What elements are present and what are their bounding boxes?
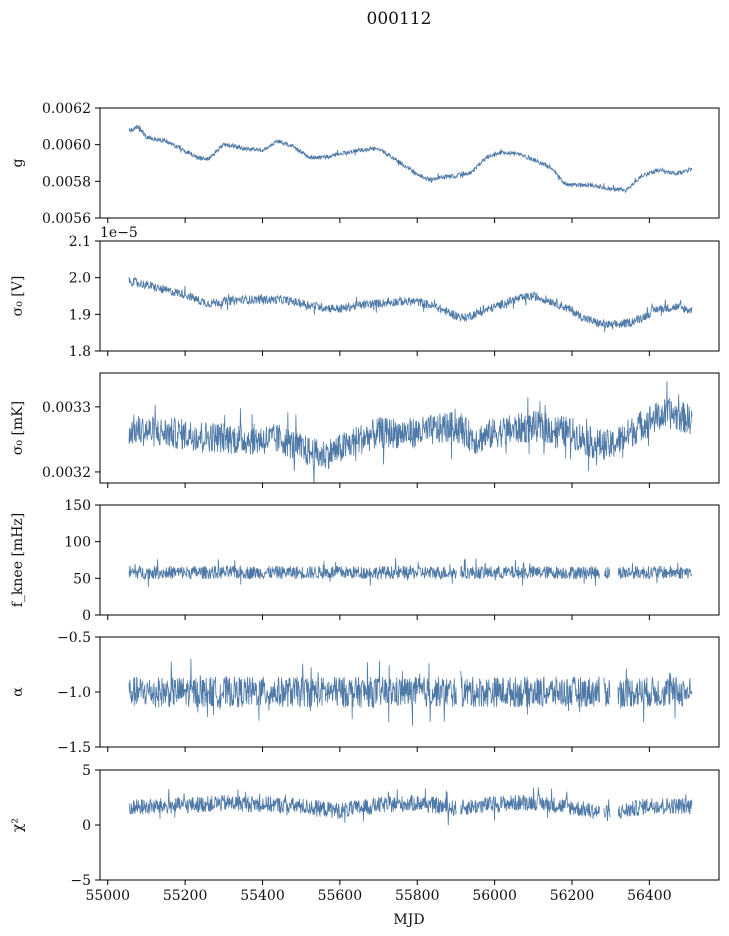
series-line-3	[128, 381, 693, 483]
subplot-6: 55000 55200 55400 55600 55800 56000 56200 56400…	[10, 763, 720, 904]
y-tick-label: 5	[82, 763, 91, 779]
y-tick-label: 0	[82, 608, 91, 624]
y-axis-label: σ₀ [mK]	[10, 401, 26, 455]
y-tick-label: 0.0032	[42, 465, 91, 481]
axes-frame	[99, 240, 720, 352]
y-tick-label: 1.9	[69, 307, 91, 323]
y-tick-label: 0.0060	[42, 138, 91, 154]
y-tick-label: 0	[82, 818, 91, 834]
x-tick-label: 55600	[318, 888, 363, 904]
x-axis-label: MJD	[393, 912, 424, 928]
y-tick-label: 150	[64, 498, 91, 514]
series-line-2	[128, 276, 693, 332]
y-tick-label: 0.0033	[42, 400, 91, 416]
x-tick-label: 55000	[85, 888, 130, 904]
axes-frame	[99, 372, 720, 484]
y-axis-label: χ²	[10, 818, 26, 832]
figure-title: 000112	[367, 9, 432, 29]
axes-frame	[99, 107, 720, 219]
y-tick-label: 100	[64, 535, 91, 551]
y-tick-label: 0.0062	[42, 101, 91, 117]
subplot-3: 0.0032 0.0033 σ₀ [mK]	[10, 372, 720, 488]
y-axis-label: σ₀ [V]	[10, 276, 26, 317]
y-tick-label: 50	[73, 571, 91, 587]
x-tick-label: 55400	[240, 888, 285, 904]
y-axis-label: f_knee [mHz]	[10, 513, 26, 608]
y-tick-label: −0.5	[57, 630, 91, 646]
y-tick-label: −1.5	[57, 740, 91, 756]
y-tick-label: 2.1	[69, 234, 91, 250]
x-tick-label: 55800	[395, 888, 440, 904]
y-tick-label: 0.0056	[42, 211, 91, 227]
y-tick-label: 0.0058	[42, 174, 91, 190]
subplot-4: 0 50 100 150 f_knee [mHz]	[10, 498, 720, 624]
y-axis-label: g	[10, 158, 26, 167]
axes-frame	[99, 504, 720, 616]
subplot-1: 0.0056 0.0058 0.0060 0.0062 g	[10, 101, 720, 227]
x-tick-label: 56000	[472, 888, 517, 904]
y-tick-label: 2.0	[69, 271, 91, 287]
series-line-6	[128, 787, 693, 826]
axes-frame	[99, 769, 720, 881]
x-tick-label: 56200	[550, 888, 595, 904]
y-axis-label: α	[10, 687, 26, 697]
series-line-5	[128, 658, 693, 726]
subplot-2: 1.8 1.9 2.0 2.1 1e−5 σ₀ [V]	[10, 225, 720, 360]
series-line-4	[128, 558, 693, 587]
subplot-grid: 0.0056 0.0058 0.0060 0.0062 g 1.8 1.9 2.0 2.1 1e−…	[10, 101, 720, 904]
subplot-5: −1.5 −1.0 −0.5 α	[10, 630, 720, 756]
y-tick-label: −1.0	[57, 685, 91, 701]
y-offset-text: 1e−5	[100, 225, 138, 241]
x-tick-label: 55200	[163, 888, 208, 904]
y-tick-label: 1.8	[69, 344, 91, 360]
y-tick-label: −5	[70, 873, 91, 889]
series-line-1	[128, 123, 693, 194]
x-tick-label: 56400	[627, 888, 672, 904]
